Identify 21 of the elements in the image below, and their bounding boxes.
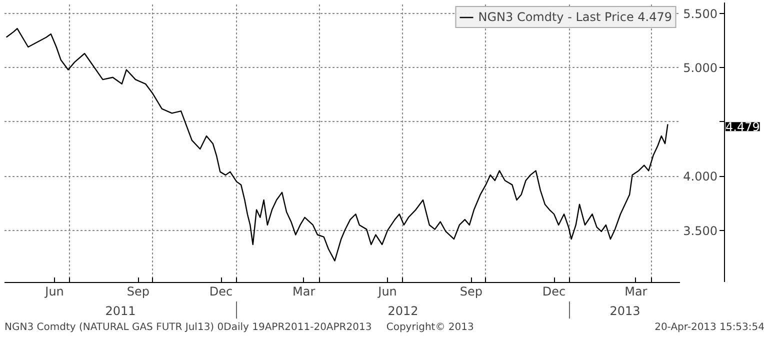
text: Copyright© 2013 (386, 322, 474, 333)
x-tick-label: Mar (624, 284, 648, 298)
x-tick-label: Dec (209, 284, 233, 298)
x-tick-label: Sep (460, 284, 483, 298)
y-tick-label: 4.000 (683, 170, 718, 184)
x-tick-label: Jun (377, 284, 397, 298)
x-tick-label: Sep (126, 284, 150, 298)
text: 2012 (388, 304, 418, 318)
text: NGN3 Comdty (NATURAL GAS FUTR Jul13) 0Daily 19APR2011-20APR2013 (4, 322, 372, 333)
x-tick-label: Jun (44, 284, 64, 298)
line-series (6, 28, 668, 262)
y-tick-label: 3.500 (683, 224, 718, 238)
x-tick-label: Dec (542, 284, 566, 298)
x-tick-label: Mar (292, 284, 316, 298)
text: 20-Apr-2013 15:53:54 (654, 322, 764, 333)
text: 4.479 (726, 120, 760, 134)
y-tick-label: 5.500 (683, 6, 718, 21)
y-tick-label: 5.000 (683, 61, 718, 76)
legend-label: NGN3 Comdty - Last Price 4.479 (478, 10, 672, 24)
text: 2013 (610, 304, 640, 318)
text: 2011 (105, 304, 136, 318)
